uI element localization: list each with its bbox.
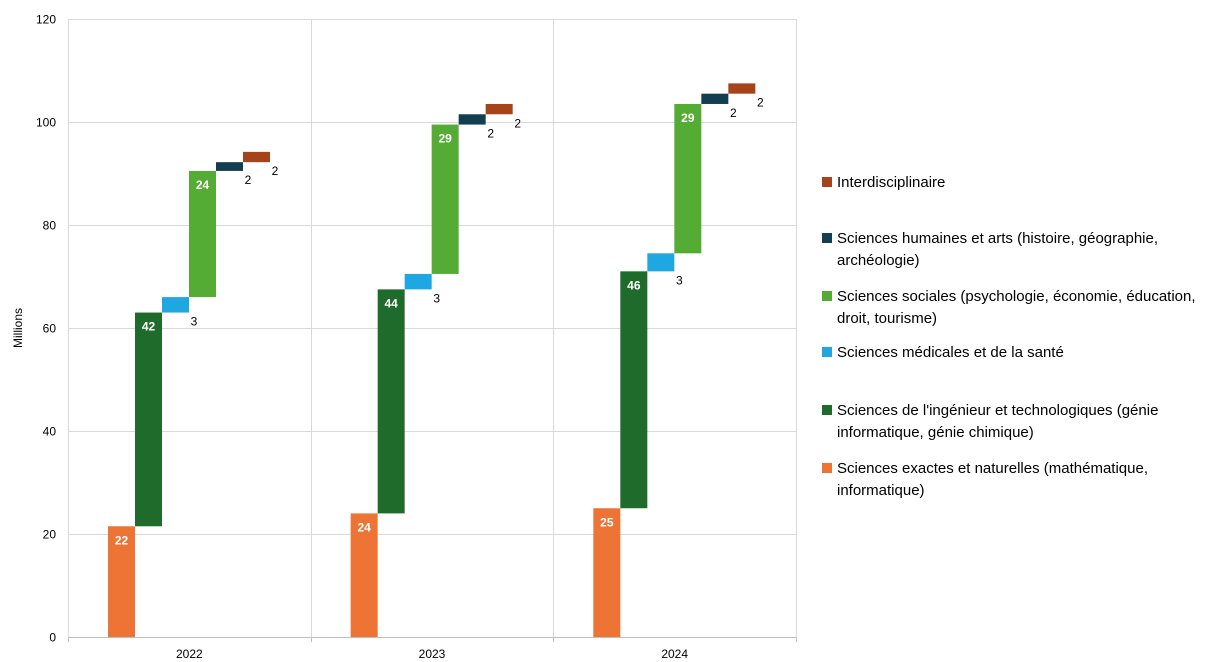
data-label: 29 [438, 132, 452, 146]
bar [485, 103, 513, 115]
bars [108, 83, 756, 637]
legend-swatch [822, 463, 832, 473]
y-tick-label: 100 [36, 116, 56, 130]
bar [458, 114, 486, 125]
data-label: 2 [514, 116, 521, 130]
legend: Interdisciplinaire Sciences humaines et a… [822, 0, 1206, 662]
bar [243, 151, 270, 163]
legend-label: Sciences sociales (psychologie, économie… [837, 288, 1196, 327]
y-tick-label: 120 [36, 13, 56, 27]
data-label: 24 [357, 520, 371, 534]
data-label: 29 [681, 111, 695, 125]
axes: 0 20 40 60 80 100 120 2022 2023 2024 [36, 13, 797, 661]
legend-label: Sciences exactes et naturelles (mathémat… [837, 460, 1148, 499]
data-label: 44 [384, 296, 398, 310]
bar [431, 124, 459, 274]
data-label: 2 [245, 173, 252, 187]
x-tick-label: 2023 [419, 647, 446, 661]
data-label: 2 [730, 106, 737, 120]
legend-label: Sciences de l'ingénieur et technologique… [837, 402, 1159, 441]
data-label: 42 [142, 320, 156, 334]
data-label: 22 [115, 533, 129, 547]
bar [404, 273, 432, 290]
data-label: 2 [757, 96, 764, 110]
bar [135, 312, 162, 527]
y-tick-label: 80 [43, 219, 57, 233]
data-label: 25 [600, 515, 614, 529]
bar [593, 508, 621, 637]
legend-swatch [822, 405, 832, 415]
data-label: 24 [196, 178, 210, 192]
x-tick-label: 2022 [176, 647, 203, 661]
bar [674, 103, 702, 254]
legend-item: Sciences humaines et arts (histoire, géo… [822, 228, 1205, 272]
bar [162, 297, 189, 313]
legend-swatch [822, 233, 832, 243]
data-label: 3 [433, 291, 440, 305]
y-tick-label: 20 [43, 528, 57, 542]
legend-label: Sciences médicales et de la santé [837, 344, 1064, 361]
bar [216, 162, 243, 171]
data-label: 46 [627, 278, 641, 292]
bar [701, 93, 729, 104]
legend-item: Sciences de l'ingénieur et technologique… [822, 400, 1205, 444]
x-tick-label: 2024 [661, 647, 688, 661]
legend-label: Interdisciplinaire [837, 174, 946, 191]
y-axis-title: Millions [11, 308, 25, 348]
legend-label: Sciences humaines et arts (histoire, géo… [837, 230, 1159, 269]
bar [108, 526, 135, 637]
bar [350, 513, 378, 637]
y-tick-label: 0 [49, 631, 56, 645]
legend-swatch [822, 291, 832, 301]
legend-item: Sciences sociales (psychologie, économie… [822, 286, 1205, 330]
data-label: 3 [676, 273, 683, 287]
y-tick-label: 40 [43, 425, 57, 439]
bar [377, 289, 405, 514]
data-label: 2 [487, 127, 494, 141]
legend-swatch [822, 177, 832, 187]
legend-item: Sciences médicales et de la santé [822, 342, 1205, 364]
legend-item: Sciences exactes et naturelles (mathémat… [822, 458, 1205, 502]
data-label: 2 [272, 164, 279, 178]
data-label: 3 [191, 315, 198, 329]
legend-item: Interdisciplinaire [822, 172, 1205, 194]
y-tick-label: 60 [43, 322, 57, 336]
bar [189, 170, 216, 298]
legend-swatch [822, 347, 832, 357]
bar [728, 83, 756, 94]
bar [647, 253, 675, 272]
bar [620, 271, 648, 509]
